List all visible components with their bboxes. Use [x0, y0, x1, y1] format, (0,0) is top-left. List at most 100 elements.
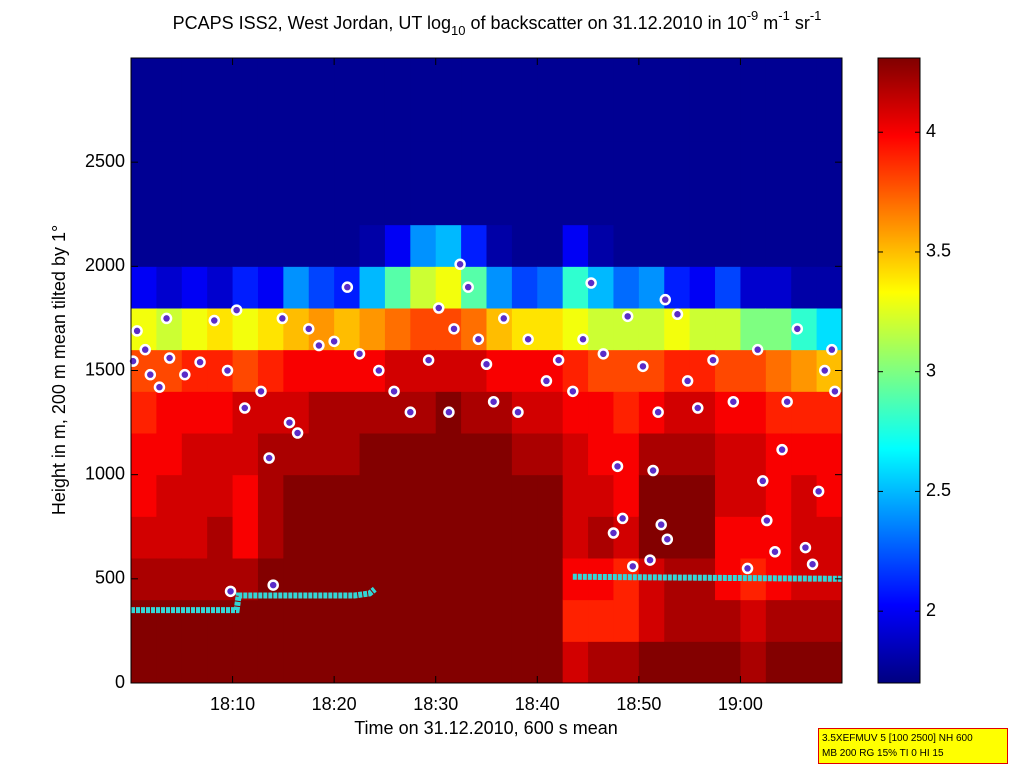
cloud-point	[353, 348, 366, 360]
heatmap-cell	[283, 641, 310, 684]
title-run: PCAPS ISS2, West Jordan, UT log	[173, 13, 451, 33]
heatmap-cell	[689, 641, 716, 684]
heatmap-cell	[816, 58, 843, 101]
cloud-point	[163, 352, 176, 364]
heatmap-cell	[486, 58, 513, 101]
colorbar-tick-label: 2	[926, 600, 936, 620]
heatmap-cell	[791, 433, 818, 476]
heatmap-cell	[435, 599, 462, 642]
heatmap-cell	[308, 224, 335, 267]
heatmap-cell	[486, 558, 513, 601]
cloud-point	[812, 485, 825, 498]
x-tick-label: 18:50	[616, 694, 661, 714]
y-tick-label: 1500	[85, 359, 125, 379]
heatmap-cell	[257, 266, 284, 309]
heatmap-cell	[461, 224, 487, 267]
heatmap-cell	[765, 58, 792, 101]
heatmap-cell	[689, 224, 716, 267]
heatmap-cell	[486, 599, 513, 642]
heatmap-cell	[511, 474, 538, 517]
heatmap-cell	[511, 58, 538, 101]
heatmap-cell	[689, 183, 716, 226]
heatmap-cell	[715, 58, 741, 101]
heatmap-cell	[308, 266, 335, 309]
heatmap-cell	[511, 99, 538, 142]
cloud-point	[826, 343, 838, 356]
cloud-point	[652, 406, 664, 418]
heatmap-cell	[613, 266, 640, 309]
y-tick-label: 2500	[85, 151, 125, 171]
heatmap-cell	[232, 183, 259, 226]
heatmap-cell	[384, 183, 411, 226]
heatmap-cell	[207, 641, 234, 684]
heatmap-cell	[664, 224, 691, 267]
heatmap-cell	[613, 516, 640, 559]
heatmap-cell	[410, 183, 437, 226]
heatmap-cell	[689, 433, 716, 476]
cloud-point	[761, 514, 773, 527]
heatmap-cell	[588, 224, 614, 267]
cloud-point	[781, 396, 793, 408]
heatmap-cell	[334, 641, 361, 684]
heatmap-cell	[562, 224, 589, 267]
heatmap-cell	[816, 641, 843, 684]
heatmap-cell	[791, 474, 818, 517]
cloud-point	[585, 277, 597, 289]
heatmap-cell	[486, 349, 513, 392]
heatmap-cell	[613, 349, 640, 392]
heatmap-cell	[181, 516, 208, 559]
heatmap-cell	[359, 433, 386, 476]
x-axis-label: Time on 31.12.2010, 600 s mean	[354, 718, 618, 738]
heatmap-cell	[816, 99, 843, 142]
cloud-point	[751, 343, 764, 356]
heatmap-cell	[384, 516, 411, 559]
x-tick-label: 18:40	[515, 694, 560, 714]
heatmap-cell	[308, 141, 335, 184]
heatmap-cell	[740, 141, 767, 184]
heatmap-cell	[689, 58, 716, 101]
heatmap-cell	[207, 391, 234, 434]
cloud-point	[153, 381, 166, 393]
heatmap-cell	[765, 308, 792, 351]
heatmap-cell	[283, 99, 310, 142]
colorbar-tick-label: 4	[926, 121, 936, 141]
heatmap-cell	[181, 308, 208, 351]
cloud-point	[144, 368, 157, 381]
heatmap-cell	[156, 99, 183, 142]
cloud-point	[208, 314, 221, 327]
heatmap-cell	[181, 141, 208, 184]
heatmap-cell	[384, 308, 411, 351]
heatmap-cell	[359, 599, 386, 642]
heatmap-cell	[232, 641, 259, 684]
heatmap-cell	[588, 308, 614, 351]
heatmap-cell	[816, 266, 843, 309]
cloud-point	[498, 312, 510, 325]
heatmap-cell	[131, 391, 157, 434]
cloud-point	[818, 364, 831, 377]
heatmap-cell	[613, 641, 640, 684]
heatmap-cell	[181, 599, 208, 642]
heatmap-cell	[613, 474, 640, 517]
cloud-point	[454, 258, 466, 270]
cloud-point	[661, 533, 674, 545]
heatmap-cell	[765, 641, 792, 684]
heatmap-cell	[486, 433, 513, 476]
cloud-point	[179, 368, 191, 381]
heatmap-cell	[207, 224, 234, 267]
heatmap-cell	[715, 99, 741, 142]
heatmap-cell	[283, 433, 310, 476]
heatmap-cell	[791, 224, 818, 267]
cloud-point	[540, 375, 553, 387]
heatmap-cell	[359, 516, 386, 559]
x-tick-label: 18:10	[210, 694, 255, 714]
heatmap-cell	[791, 641, 818, 684]
cloud-point	[487, 396, 500, 408]
cloud-point	[480, 358, 493, 370]
heatmap-cell	[816, 516, 843, 559]
heatmap-cell	[537, 99, 564, 142]
cloud-point	[637, 360, 649, 373]
heatmap-cell	[816, 433, 843, 476]
heatmap-cell	[334, 474, 361, 517]
cloud-point	[692, 402, 704, 414]
heatmap-cell	[511, 141, 538, 184]
